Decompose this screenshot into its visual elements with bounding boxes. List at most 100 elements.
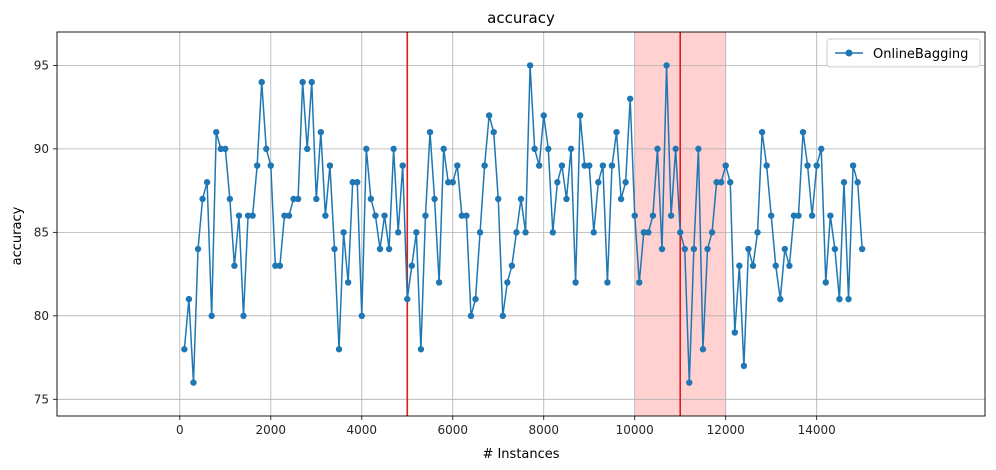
data-point [781,245,789,253]
data-point [563,195,570,203]
data-point [595,179,602,186]
data-point [777,295,784,303]
data-point [786,262,793,269]
data-point [435,279,443,286]
data-point [399,162,406,169]
data-point [463,212,470,219]
data-point [640,229,648,236]
data-point [258,78,265,86]
data-point [290,195,297,203]
data-point [695,145,702,153]
data-point [467,312,475,320]
data-point [768,212,775,219]
data-point [581,162,588,169]
data-point [244,212,252,219]
data-point [617,195,625,203]
x-tick-label: 4000 [347,423,378,437]
data-point [572,279,579,286]
data-point [445,179,452,186]
data-point [526,62,534,69]
data-point [376,245,384,253]
data-point [413,229,420,236]
data-point [704,245,711,253]
data-point [804,162,811,169]
data-point [208,312,215,320]
data-point [763,162,770,169]
data-point [263,145,270,153]
data-point [199,195,206,203]
data-point [513,229,520,236]
data-point [772,262,779,269]
data-point [658,245,666,253]
data-point [326,162,334,169]
data-point [576,112,584,119]
data-point [276,262,284,269]
data-point [795,212,802,219]
data-point [822,279,829,286]
plot-area: 0 2000 4000 6000 8000 10000 12000 14000 75 80 85 90… [34,31,986,437]
data-point [499,312,506,320]
data-point [417,346,425,353]
data-point [858,245,866,253]
data-point [408,262,416,269]
data-point [836,295,843,303]
data-point [390,145,397,153]
data-point [517,195,525,203]
data-point [185,295,193,303]
legend-marker [845,49,853,57]
data-point [226,195,234,203]
data-point [299,78,306,86]
data-point [531,145,538,153]
data-point [626,95,634,102]
data-point [476,229,484,236]
data-point [190,379,197,386]
x-tick-label: 8000 [528,423,559,437]
data-point [426,128,434,136]
data-point [181,346,188,353]
y-tick-label: 80 [34,309,49,323]
data-point [495,195,502,203]
x-tick-label: 12000 [707,423,745,437]
data-point [367,195,375,203]
data-point [736,262,743,269]
data-point [222,145,229,153]
data-point [372,212,379,219]
data-point [422,212,429,219]
data-point [827,212,834,219]
data-point [481,162,488,169]
data-point [249,212,256,219]
data-point [431,195,438,203]
data-point [731,329,738,336]
y-axis-label: accuracy [10,206,25,265]
data-point [394,229,402,236]
data-point [727,179,734,186]
data-point [440,145,447,153]
data-point [636,279,643,286]
data-point [590,229,597,236]
data-point [690,245,698,253]
data-point [231,262,238,269]
y-tick-label: 95 [34,58,49,72]
data-point [213,128,220,136]
data-point [472,295,479,303]
data-point [458,212,466,219]
data-point [385,245,393,253]
data-point [845,295,852,303]
data-point [363,145,370,153]
data-point [667,212,675,219]
data-point [485,112,493,119]
data-point [490,128,497,136]
x-tick-label: 14000 [798,423,836,437]
data-point [567,145,575,153]
data-point [354,179,361,186]
data-point [604,279,611,286]
data-point [322,212,329,219]
data-point [717,179,725,186]
data-point [631,212,638,219]
x-tick-label: 2000 [256,423,287,437]
data-point [818,145,825,153]
data-point [808,212,816,219]
x-tick-label: 6000 [437,423,468,437]
